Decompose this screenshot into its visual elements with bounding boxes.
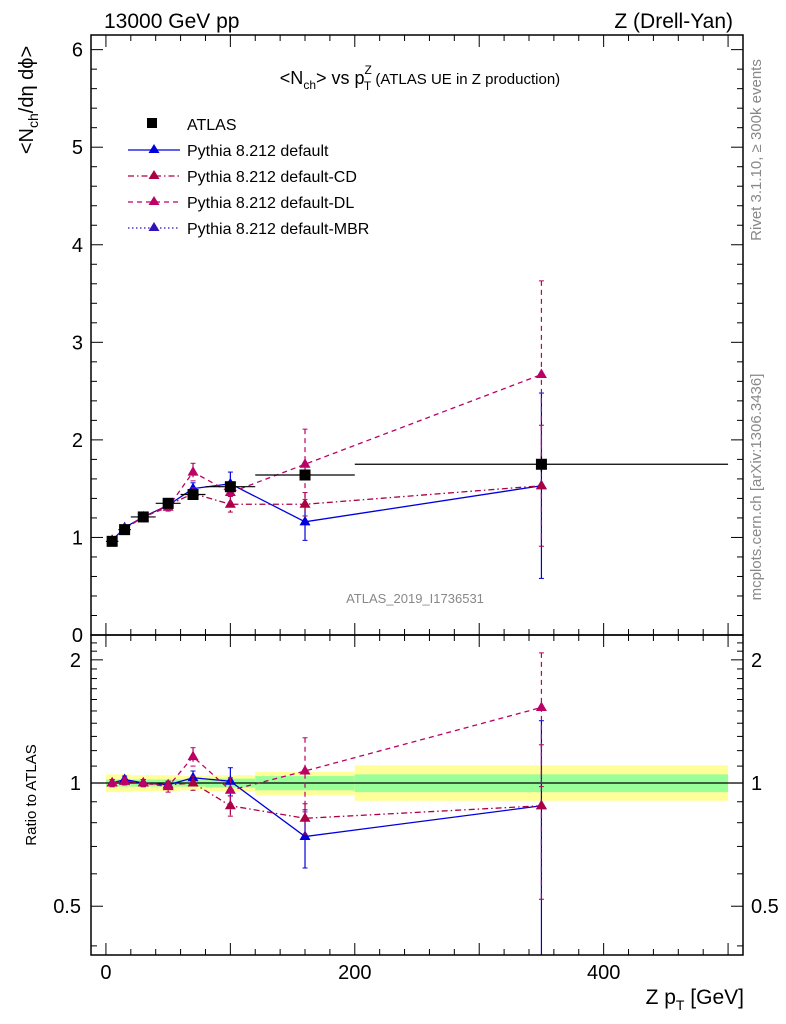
- main-point-pythia-8-212-default-cd-5: [224, 498, 236, 508]
- title-sup: Z: [365, 63, 372, 77]
- main-line-pythia-8-212-default: [111, 483, 542, 541]
- legend-marker-cd: [148, 170, 160, 179]
- xtick-label: 400: [587, 962, 620, 984]
- ratio-panel-frame: [90, 634, 744, 956]
- ratio-point-pythia-8-212-default-dl-0: [106, 777, 118, 787]
- ratio-line-pythia-8-212-default-dl: [112, 706, 542, 792]
- ratio-point-pythia-8-212-default-dl-3: [162, 780, 174, 791]
- header-right-label: Z (Drell-Yan): [614, 10, 733, 33]
- main-point-pythia-8-212-default-cd-7: [535, 479, 547, 490]
- title-prefix: <N: [280, 68, 304, 88]
- chart-axes: 0 1 2 3 4 5 6 0 200 400 0.5 0.5 1 1 2 2: [53, 34, 779, 984]
- header-left-label: 13000 GeV pp: [104, 10, 239, 33]
- legend-label-default: Pythia 8.212 default: [187, 143, 329, 160]
- chart-title: <Nch> vs pZ T (ATLAS UE in Z production): [280, 63, 560, 93]
- main-ytick-label: 5: [72, 137, 83, 159]
- main-ytick-label: 4: [72, 235, 83, 257]
- main-point-pythia-8-212-default-dl-4: [187, 466, 199, 476]
- legend: ATLAS Pythia 8.212 default Pythia 8.212 …: [128, 117, 369, 238]
- main-point-pythia-8-212-default-6: [299, 515, 311, 526]
- legend-marker-dl: [148, 196, 160, 205]
- ratio-ytick-label-left: 0.5: [53, 896, 81, 918]
- ylabel-sub: ch: [25, 113, 41, 128]
- main-point-atlas-4: [187, 489, 199, 501]
- ratio-point-pythia-8-212-default-cd-6: [299, 812, 311, 822]
- main-ytick-label: 1: [72, 527, 83, 549]
- chart-marks: [91, 280, 743, 956]
- title-sub1: ch: [303, 78, 316, 92]
- main-point-pythia-8-212-default-cd-6: [299, 498, 311, 508]
- ratio-point-pythia-8-212-default-dl-1: [119, 775, 131, 785]
- main-line-pythia-8-212-default-dl: [111, 373, 542, 541]
- xtick-label: 0: [100, 962, 111, 984]
- main-point-atlas-3: [162, 497, 174, 509]
- legend-marker-atlas: [147, 118, 157, 128]
- ratio-ytick-label-left: 1: [70, 773, 81, 795]
- rivet-label: Rivet 3.1.10, ≥ 300k events: [748, 59, 765, 241]
- ylabel-suffix: /dη dϕ>: [16, 46, 38, 113]
- title-sub2: T: [364, 79, 372, 93]
- mcplots-label: mcplots.cern.ch [arXiv:1306.3436]: [748, 374, 765, 601]
- main-ytick-label: 2: [72, 430, 83, 452]
- ratio-y-axis-label: Ratio to ATLAS: [23, 744, 40, 845]
- ratio-point-pythia-8-212-default-dl-6: [299, 765, 311, 775]
- ratio-point-pythia-8-212-default-6: [299, 830, 311, 841]
- main-point-atlas-2: [137, 511, 149, 523]
- main-ytick-label: 0: [72, 625, 83, 647]
- main-point-pythia-8-212-default-dl-7: [535, 368, 547, 379]
- y-axis-label: <Nch/dη dϕ>: [16, 46, 41, 154]
- ratio-point-pythia-8-212-default-dl-5: [224, 784, 236, 794]
- legend-marker-mbr: [148, 222, 160, 231]
- ratio-ytick-label-right: 2: [751, 650, 762, 672]
- ratio-point-pythia-8-212-default-cd-7: [535, 799, 547, 810]
- legend-marker-default: [148, 144, 160, 153]
- ratio-ytick-label-right: 1: [751, 773, 762, 795]
- legend-label-cd: Pythia 8.212 default-CD: [187, 169, 357, 186]
- main-point-pythia-8-212-default-dl-6: [299, 458, 311, 468]
- main-ytick-label: 6: [72, 40, 83, 62]
- main-point-atlas-1: [119, 524, 131, 536]
- xlabel-suffix: [GeV]: [684, 986, 744, 1009]
- xtick-label: 200: [338, 962, 371, 984]
- ratio-point-pythia-8-212-default-cd-5: [224, 799, 236, 810]
- main-line-pythia-8-212-default-cd: [111, 485, 542, 541]
- ratio-point-pythia-8-212-default-dl-2: [137, 777, 149, 787]
- ratio-point-pythia-8-212-default-dl-4: [187, 750, 199, 761]
- xlabel-prefix: Z p: [646, 986, 676, 1009]
- ratio-point-pythia-8-212-default-cd-4: [187, 777, 199, 787]
- xlabel-sub: T: [676, 997, 685, 1013]
- main-point-atlas-0: [106, 535, 118, 547]
- legend-label-atlas: ATLAS: [187, 117, 237, 134]
- title-mid: > vs p: [316, 68, 365, 88]
- ylabel-prefix: <N: [16, 128, 38, 154]
- main-point-atlas-5: [224, 481, 236, 493]
- main-point-atlas-6: [299, 469, 311, 481]
- x-axis-label: Z pT [GeV]: [646, 986, 744, 1013]
- main-ytick-label: 3: [72, 332, 83, 354]
- main-point-atlas-7: [535, 458, 547, 470]
- legend-label-mbr: Pythia 8.212 default-MBR: [187, 221, 369, 238]
- ratio-ytick-label-right: 0.5: [751, 896, 779, 918]
- ratio-point-pythia-8-212-default-dl-7: [535, 701, 547, 711]
- title-suffix: (ATLAS UE in Z production): [371, 71, 560, 88]
- legend-label-dl: Pythia 8.212 default-DL: [187, 195, 354, 212]
- ratio-ytick-label-left: 2: [70, 650, 81, 672]
- analysis-id-label: ATLAS_2019_I1736531: [346, 591, 484, 606]
